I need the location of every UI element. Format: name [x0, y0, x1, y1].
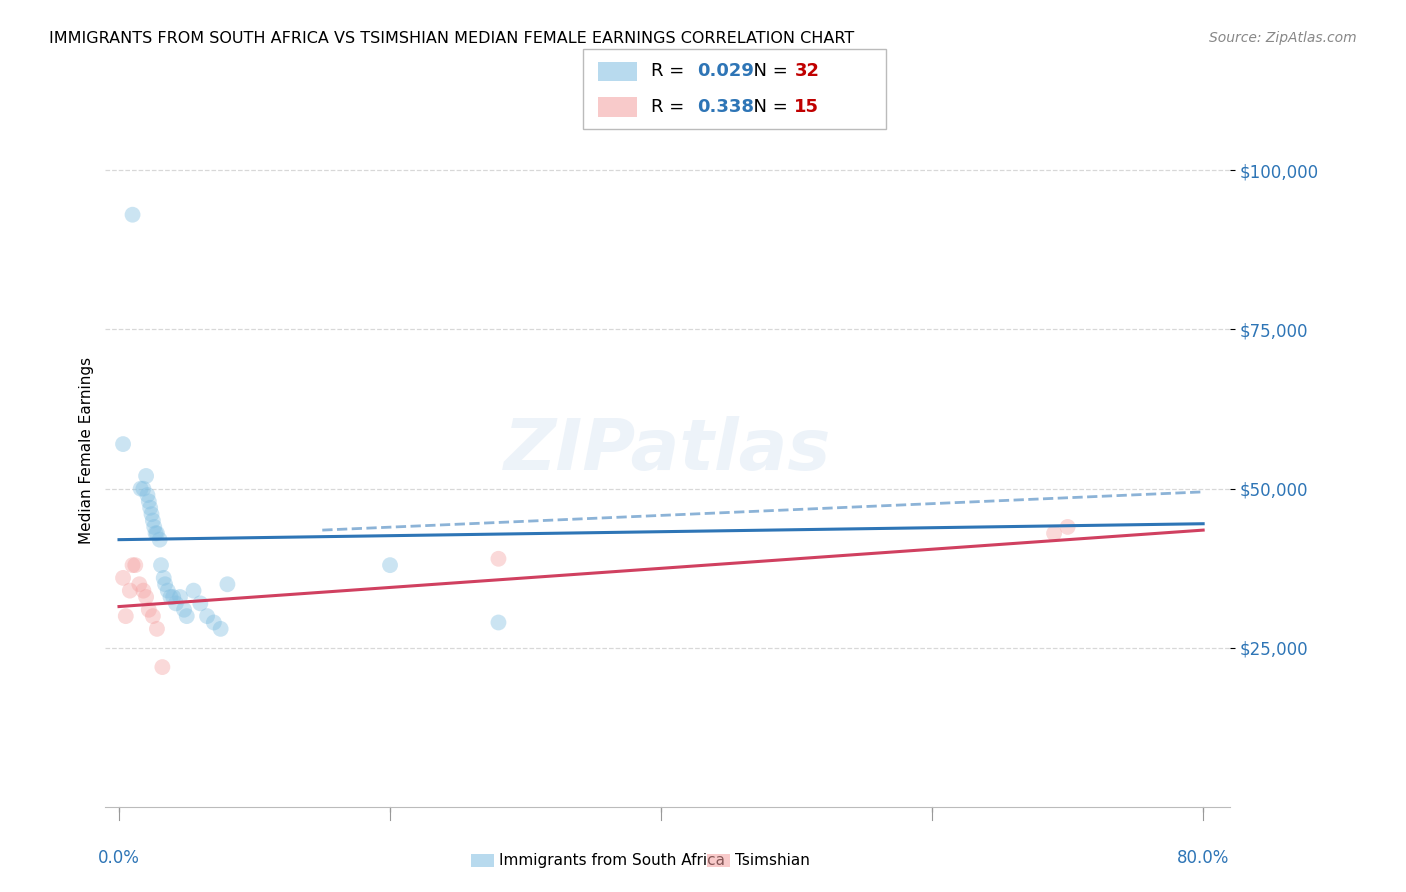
Point: [138, 603, 160, 617]
Point: [153, 577, 176, 591]
FancyBboxPatch shape: [707, 855, 730, 867]
Point: [173, 603, 195, 617]
Point: [176, 609, 198, 624]
Point: [1043, 526, 1066, 541]
Point: [209, 622, 232, 636]
Point: [139, 500, 162, 515]
Point: [112, 571, 135, 585]
Point: [183, 583, 205, 598]
Point: [149, 533, 172, 547]
Text: Immigrants from South Africa: Immigrants from South Africa: [499, 854, 725, 868]
Point: [114, 609, 136, 624]
Point: [202, 615, 225, 630]
Point: [150, 558, 173, 573]
Text: 32: 32: [794, 62, 820, 80]
Point: [217, 577, 239, 591]
Point: [488, 551, 510, 566]
Text: 80.0%: 80.0%: [1177, 848, 1229, 867]
Text: 0.338: 0.338: [697, 98, 755, 116]
Point: [188, 596, 211, 610]
Point: [132, 583, 155, 598]
Point: [135, 469, 157, 483]
Point: [156, 583, 179, 598]
Text: 0.029: 0.029: [697, 62, 754, 80]
Point: [128, 577, 150, 591]
Point: [143, 520, 166, 534]
Point: [142, 609, 165, 624]
Point: [121, 558, 143, 573]
Point: [141, 507, 163, 521]
Text: N =: N =: [742, 98, 794, 116]
FancyBboxPatch shape: [471, 855, 494, 867]
Point: [150, 660, 173, 674]
Text: ZIPatlas: ZIPatlas: [505, 416, 831, 485]
Point: [121, 208, 143, 222]
Text: Tsimshian: Tsimshian: [735, 854, 810, 868]
Point: [159, 590, 181, 604]
Text: R =: R =: [651, 62, 690, 80]
Point: [142, 514, 165, 528]
Point: [132, 482, 155, 496]
Text: 15: 15: [794, 98, 820, 116]
Point: [146, 622, 169, 636]
Point: [195, 609, 218, 624]
Text: 0.0%: 0.0%: [98, 848, 141, 867]
Text: IMMIGRANTS FROM SOUTH AFRICA VS TSIMSHIAN MEDIAN FEMALE EARNINGS CORRELATION CHA: IMMIGRANTS FROM SOUTH AFRICA VS TSIMSHIA…: [49, 31, 855, 46]
Point: [169, 590, 191, 604]
Point: [162, 590, 184, 604]
Text: R =: R =: [651, 98, 690, 116]
Point: [145, 526, 167, 541]
Point: [135, 590, 157, 604]
Point: [124, 558, 146, 573]
Point: [136, 488, 159, 502]
Point: [152, 571, 174, 585]
Point: [146, 526, 169, 541]
Text: Source: ZipAtlas.com: Source: ZipAtlas.com: [1209, 31, 1357, 45]
Y-axis label: Median Female Earnings: Median Female Earnings: [79, 357, 94, 544]
Point: [378, 558, 401, 573]
Point: [138, 494, 160, 508]
Text: N =: N =: [742, 62, 794, 80]
Point: [1056, 520, 1078, 534]
Point: [488, 615, 510, 630]
Point: [129, 482, 152, 496]
Point: [165, 596, 187, 610]
Point: [118, 583, 141, 598]
Point: [112, 437, 135, 451]
